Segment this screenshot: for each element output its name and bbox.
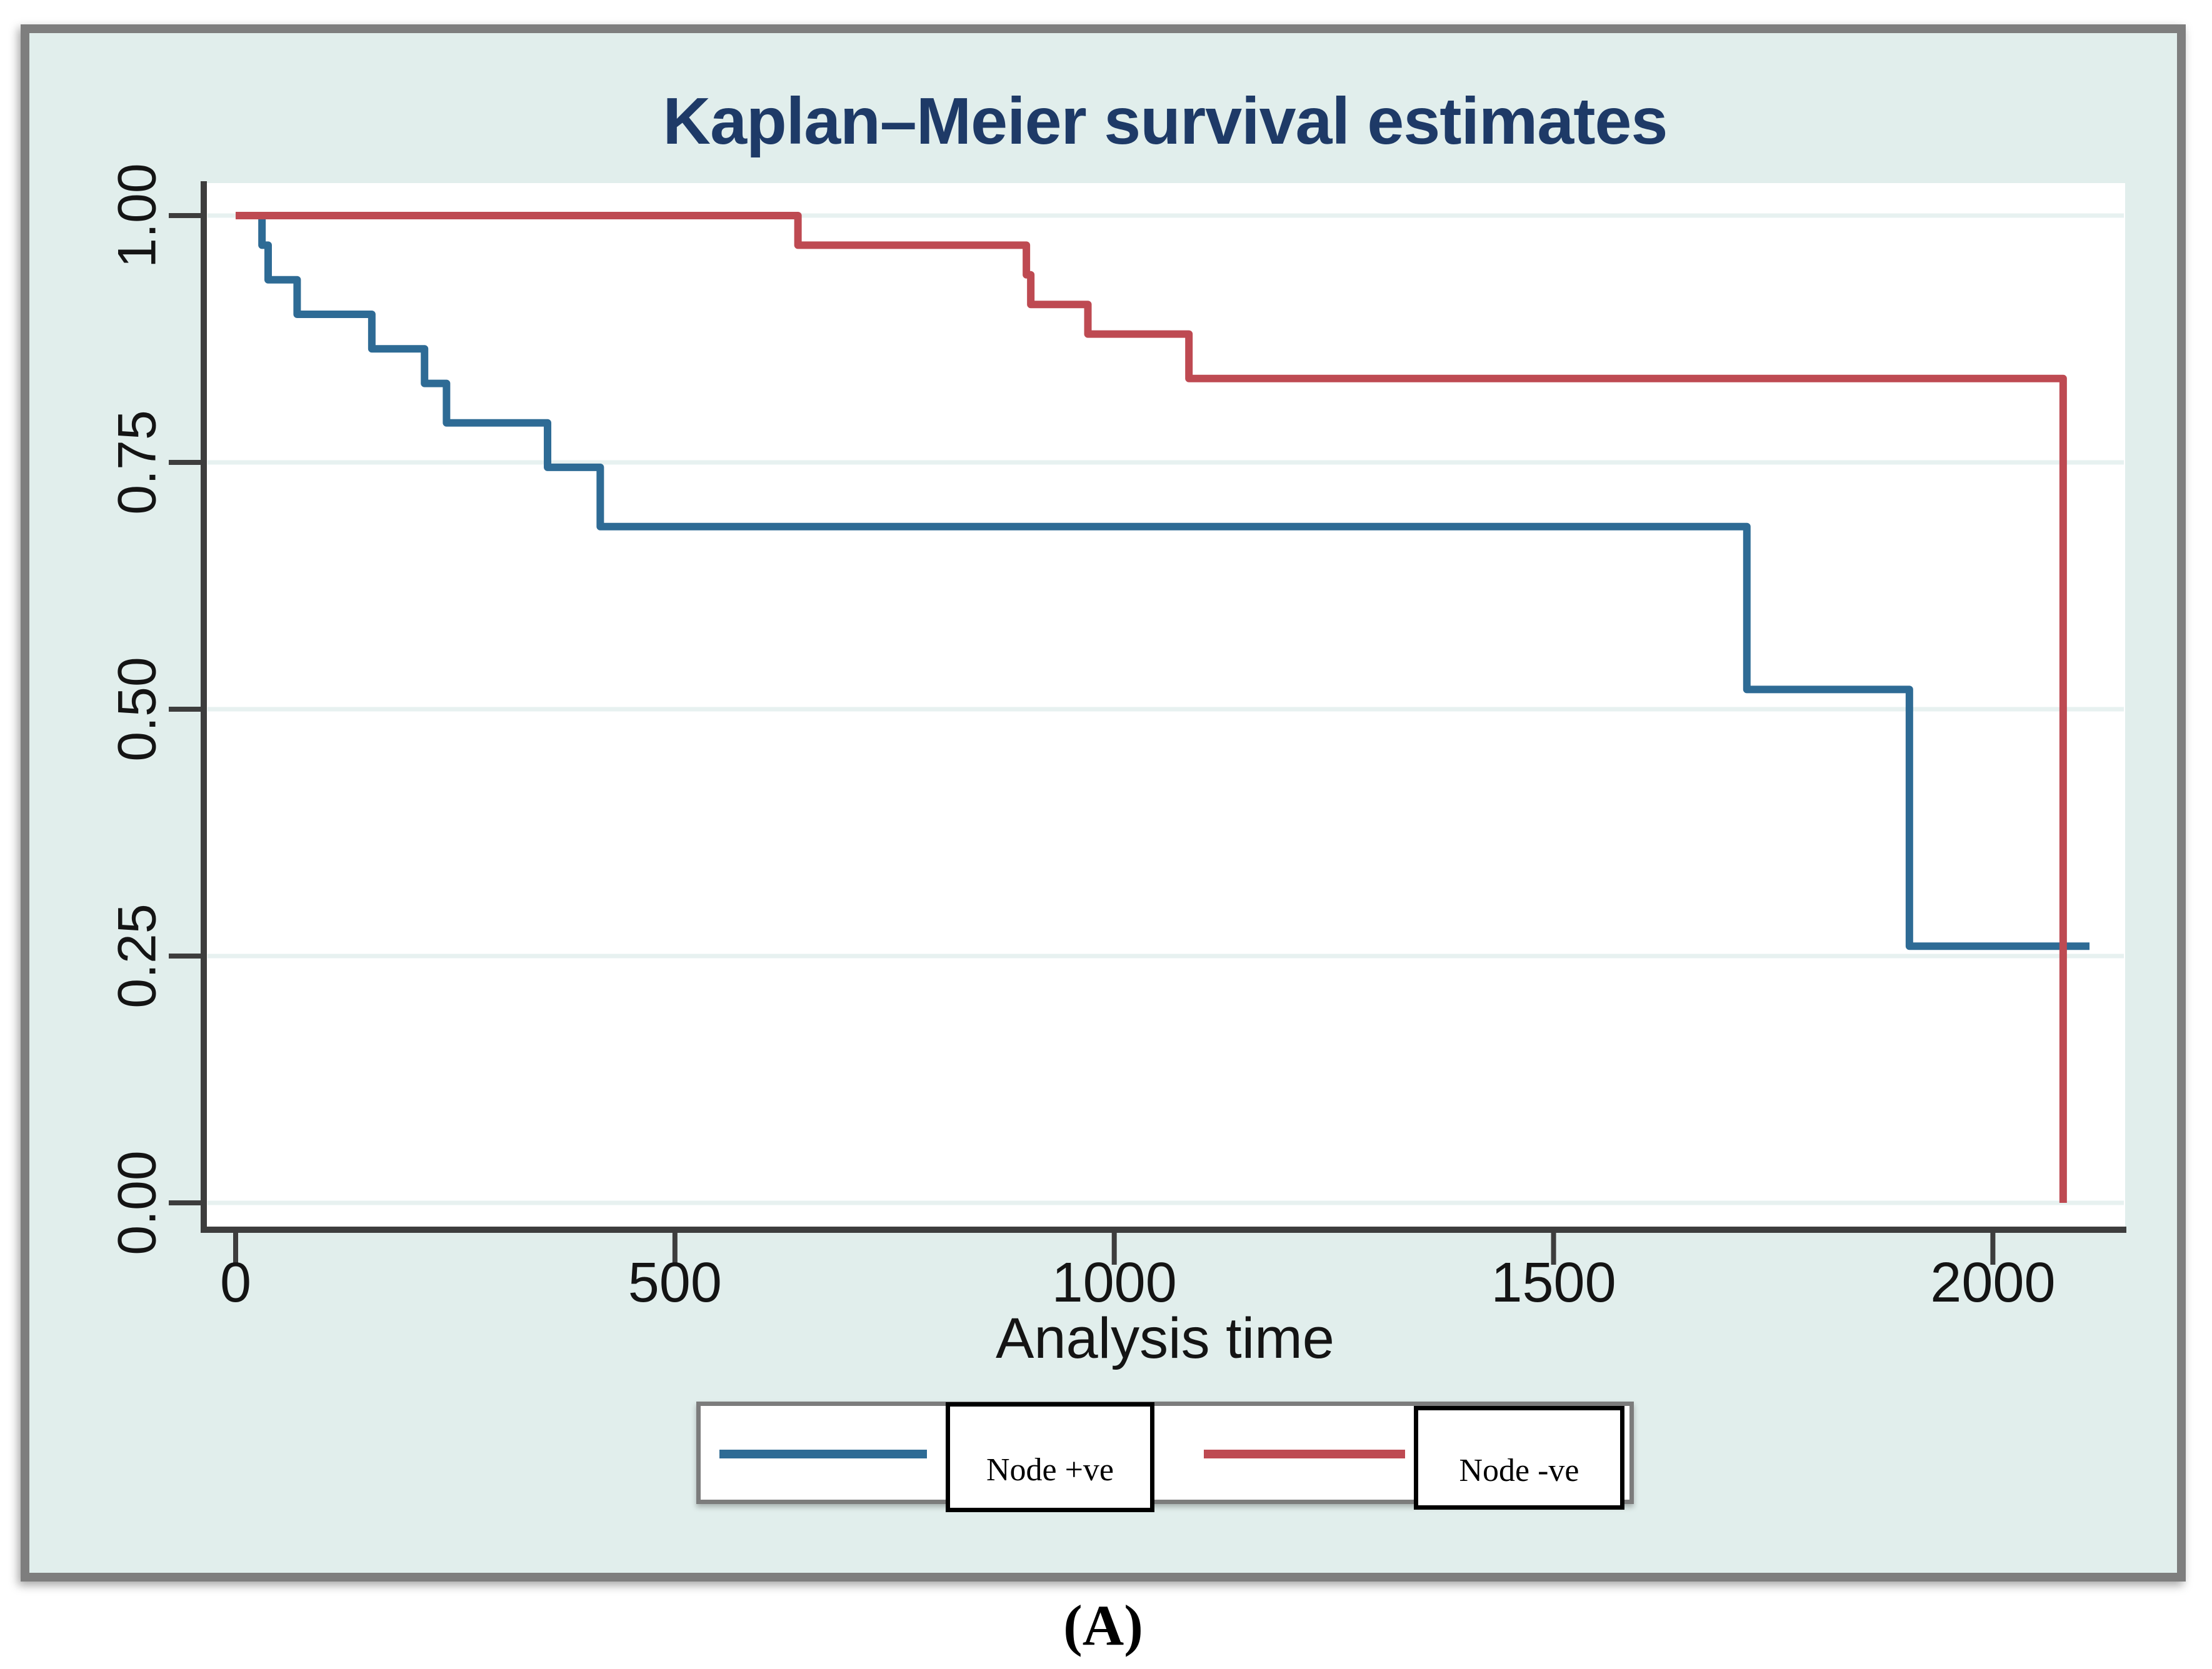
y-tick-label-0.00: 0.00 — [107, 1150, 168, 1255]
chart-title: Kaplan–Meier survival estimates — [663, 84, 1668, 158]
panel-caption: (A) — [1063, 1593, 1143, 1657]
legend-label-node-positive: Node +ve — [986, 1452, 1114, 1488]
curve-node-+ve — [236, 212, 2090, 950]
y-tick-label-0.25: 0.25 — [107, 904, 168, 1009]
x-tick-label-1000: 1000 — [1051, 1252, 1177, 1314]
x-axis-title: Analysis time — [996, 1307, 1334, 1370]
legend-label-node-negative: Node -ve — [1459, 1452, 1579, 1488]
y-tick-label-1.00: 1.00 — [107, 163, 168, 268]
x-tick-label-500: 500 — [628, 1252, 722, 1314]
legend-line-node-positive — [719, 1450, 927, 1458]
x-tick-label-1500: 1500 — [1491, 1252, 1616, 1314]
legend-line-node-negative — [1204, 1450, 1405, 1458]
legend-item-node-negative: Node -ve — [1414, 1406, 1624, 1510]
y-tick-label-0.75: 0.75 — [107, 410, 168, 515]
x-tick-label-2000: 2000 — [1930, 1252, 2056, 1314]
legend-item-node-positive: Node +ve — [946, 1402, 1154, 1512]
x-tick-label-0: 0 — [219, 1252, 252, 1314]
y-tick-label-0.50: 0.50 — [107, 657, 168, 762]
curve-node--ve — [236, 212, 2067, 1203]
plot-area — [205, 183, 2125, 1230]
